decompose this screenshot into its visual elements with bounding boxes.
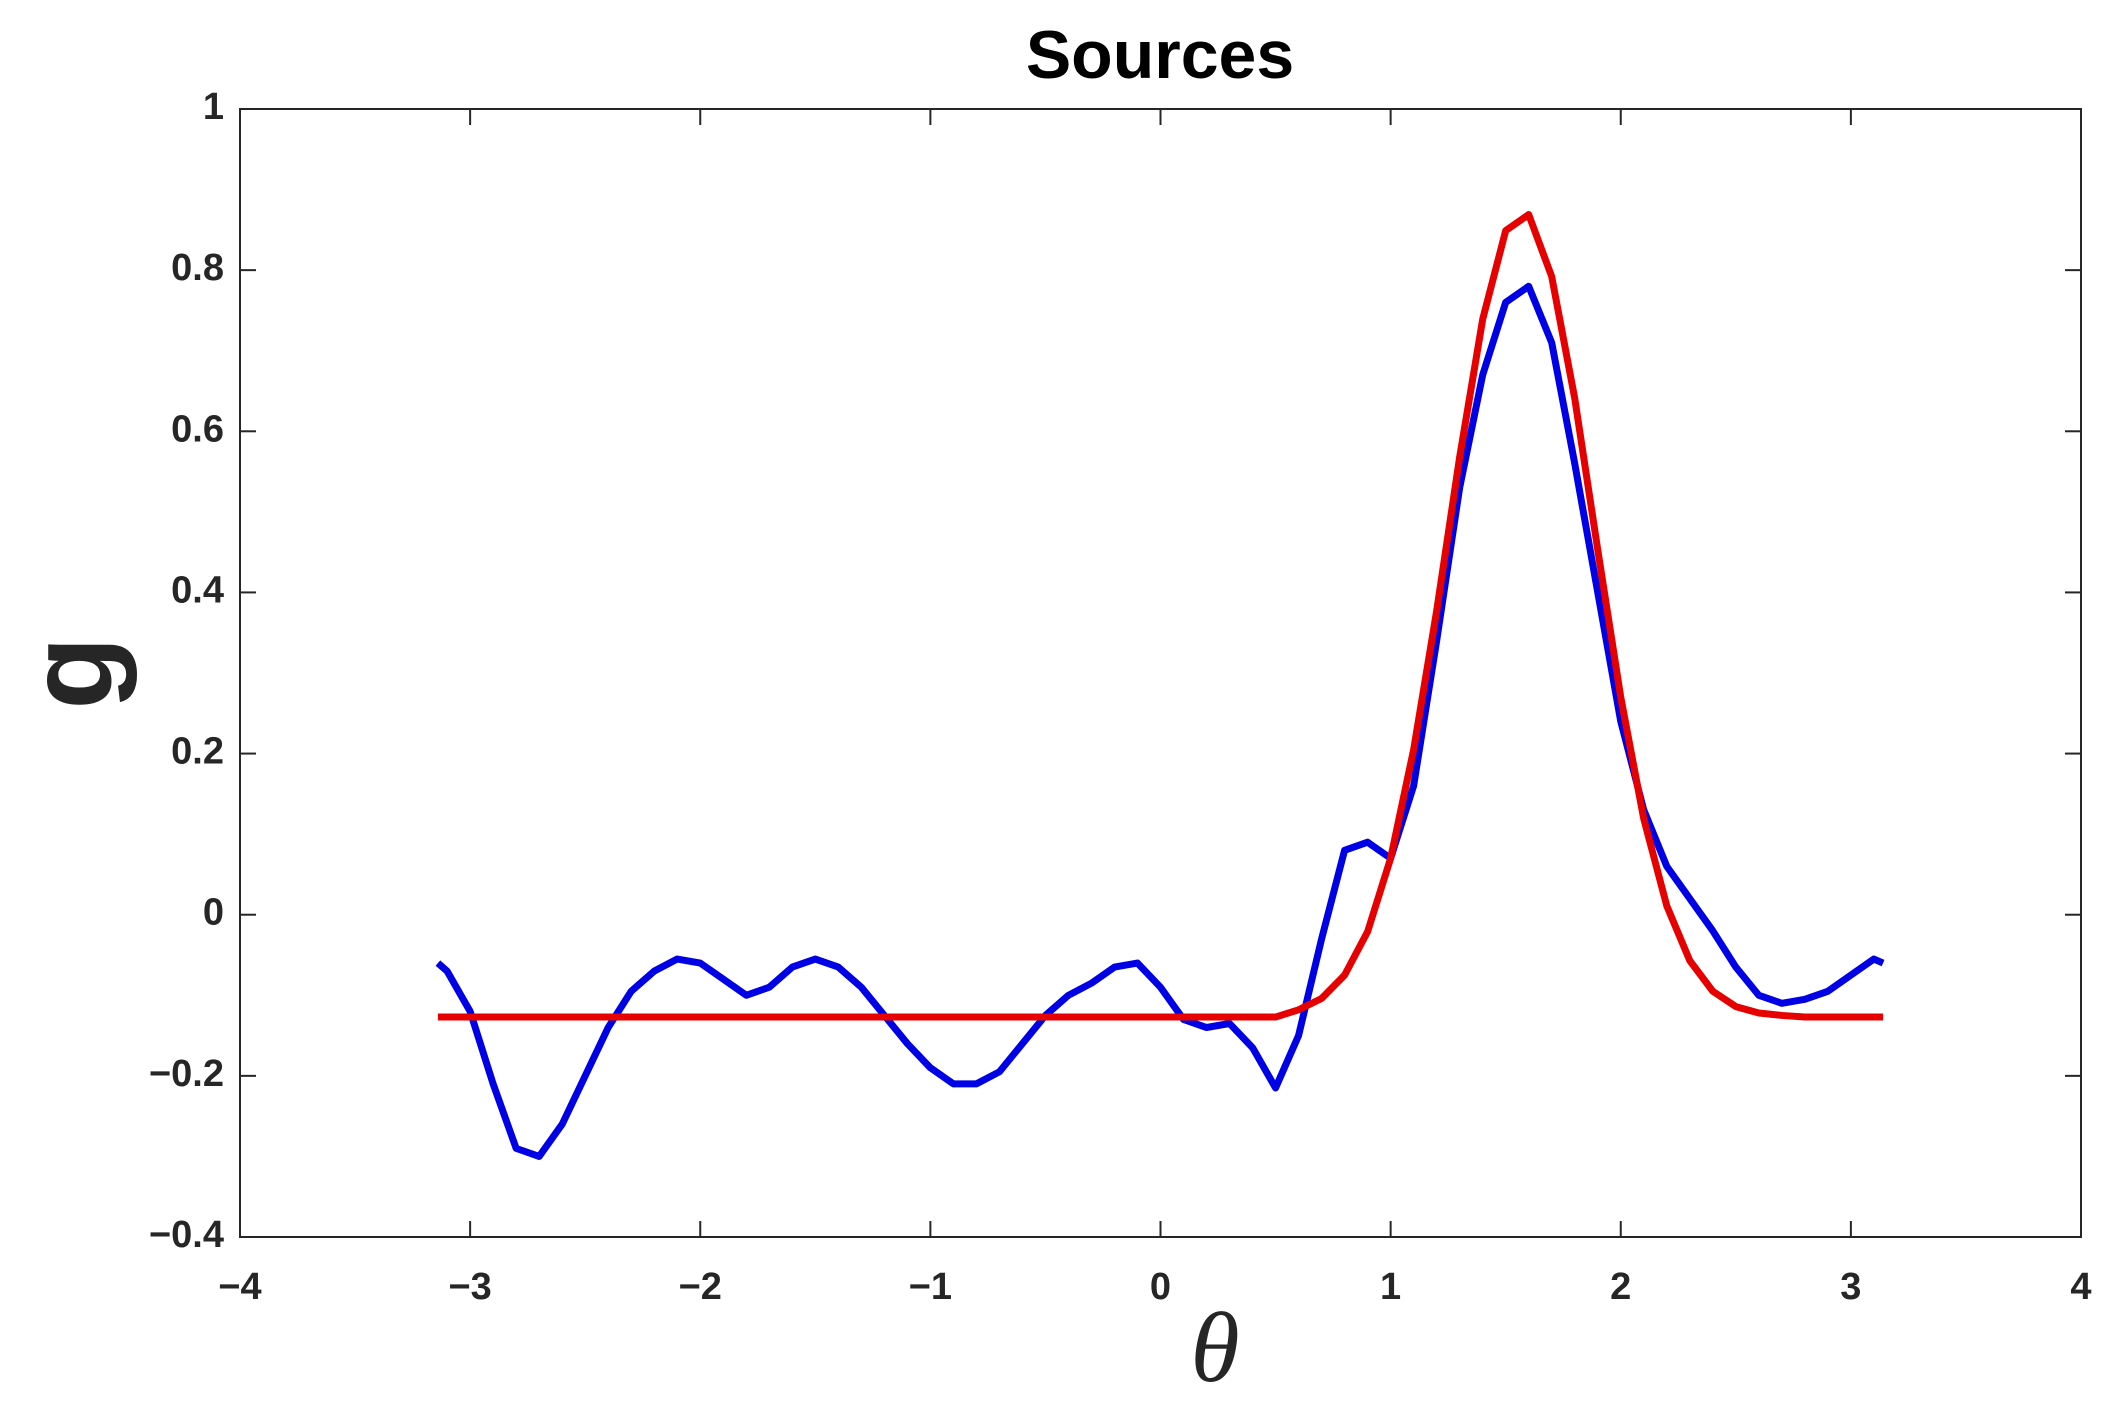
- y-tick-label: −0.4: [149, 1214, 224, 1256]
- x-tick-label: 1: [1380, 1266, 1401, 1308]
- x-tick-label: 3: [1840, 1266, 1861, 1308]
- chart-title: Sources: [1026, 17, 1294, 93]
- y-tick-label: 0.4: [171, 569, 224, 611]
- y-tick-label: −0.2: [149, 1053, 224, 1095]
- x-tick-label: −4: [218, 1266, 261, 1308]
- y-tick-label: 0.2: [171, 731, 224, 773]
- plot-frame: [239, 108, 2082, 1238]
- x-tick-label: 2: [1610, 1266, 1631, 1308]
- data-line: [435, 282, 1885, 1160]
- y-axis-label: g: [4, 636, 138, 709]
- x-tick-label: −3: [448, 1266, 491, 1308]
- y-tick-label: 0.6: [171, 408, 224, 450]
- x-tick-label: 0: [1150, 1266, 1171, 1308]
- y-tick-label: 1: [203, 86, 224, 128]
- y-tick-label: 0: [203, 892, 224, 934]
- x-tick-label: −1: [909, 1266, 952, 1308]
- data-line: [437, 211, 1884, 1021]
- x-tick-label: −2: [679, 1266, 722, 1308]
- x-axis-label: θ: [1190, 1292, 1239, 1403]
- x-tick-label: 4: [2070, 1266, 2091, 1308]
- y-tick-label: 0.8: [171, 247, 224, 289]
